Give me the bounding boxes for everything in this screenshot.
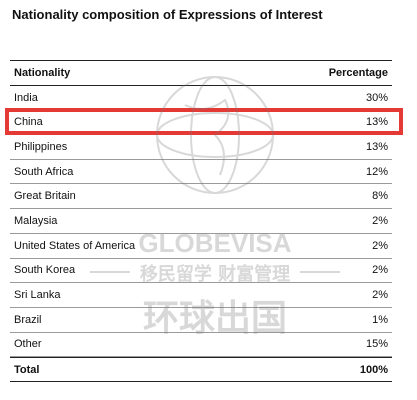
percentage-cell: 15% [365,338,388,351]
nationality-cell: Sri Lanka [14,289,61,302]
table-row: Great Britain 8% [10,184,392,210]
nationality-cell: Philippines [14,140,68,153]
table-row: Philippines 13% [10,135,392,160]
percentage-cell: 30% [365,91,388,104]
nationality-cell: China [14,116,43,129]
header-percentage: Percentage [328,66,388,79]
nationality-cell: Malaysia [14,214,58,227]
table-total-row: Total 100% [10,357,392,382]
nationality-table: Nationality Percentage India 30% China 1… [10,60,392,382]
percentage-cell: 13% [365,140,388,153]
table-row: United States of America 2% [10,234,392,259]
percentage-cell: 8% [372,190,388,203]
percentage-cell: 12% [365,165,388,178]
percentage-cell: 2% [372,264,388,277]
percentage-cell: 13% [365,116,388,129]
table-row: South Korea 2% [10,259,392,284]
header-nationality: Nationality [14,66,71,79]
percentage-cell: 2% [372,214,388,227]
table-header-row: Nationality Percentage [10,61,392,86]
nationality-cell: India [14,91,38,104]
nationality-cell: Great Britain [14,190,76,203]
percentage-cell: 1% [372,313,388,326]
table-row: Brazil 1% [10,308,392,333]
nationality-cell: South Korea [14,264,76,277]
total-label: Total [14,363,40,376]
table-row: China 13% [10,110,392,136]
table-row: Other 15% [10,333,392,358]
percentage-cell: 2% [372,239,388,252]
table-row: India 30% [10,86,392,111]
percentage-cell: 2% [372,289,388,302]
document-title: Nationality composition of Expressions o… [12,7,323,22]
table-row: Malaysia 2% [10,209,392,234]
nationality-cell: Brazil [14,313,42,326]
nationality-cell: South Africa [14,165,74,178]
total-value: 100% [359,363,388,376]
table-row: Sri Lanka 2% [10,283,392,308]
nationality-cell: Other [14,338,42,351]
table-row: South Africa 12% [10,160,392,185]
nationality-cell: United States of America [14,239,136,252]
